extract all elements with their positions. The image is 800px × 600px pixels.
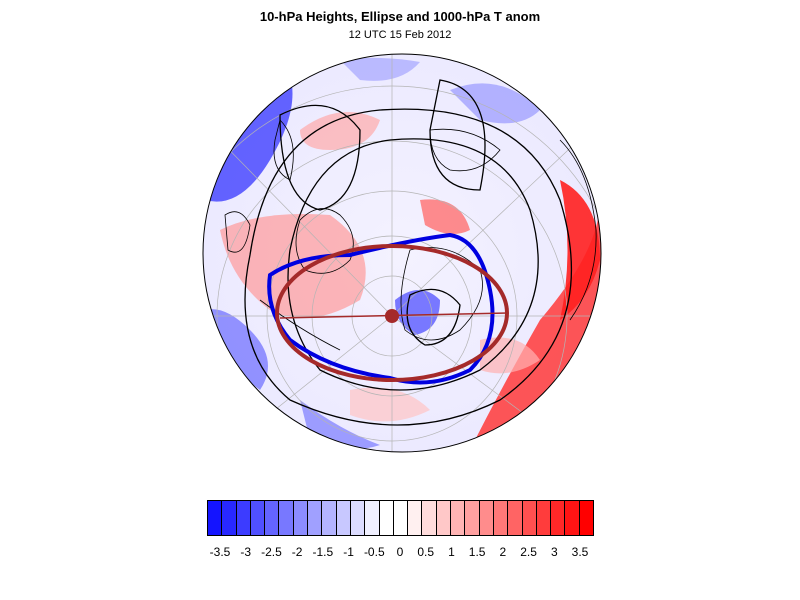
color-bar-tick-label: -2 [291,545,303,559]
map-subtitle: 12 UTC 15 Feb 2012 [348,29,452,41]
temperature-anomaly-field [203,54,601,452]
warm-anomaly-patch [560,180,600,320]
cold-anomaly-patch [395,290,440,335]
color-bar-tick-label: 1 [448,545,455,559]
warm-anomaly-patch [480,337,540,374]
color-bar-swatch [551,501,566,535]
color-bar-swatch [250,501,266,535]
color-bar-tick-label: -3.5 [209,545,231,559]
color-bar [207,500,594,536]
ellipse-center-marker [385,309,399,323]
color-bar-swatch [350,501,366,535]
color-bar-tick-label: -1.5 [312,545,334,559]
color-bar-tick-label: -3 [240,545,252,559]
color-bar-swatch [308,501,323,535]
warm-anomaly-patch [220,214,366,318]
color-bar-swatch [465,501,480,535]
cold-anomaly-patch [340,57,420,81]
warm-anomaly-patch [470,200,601,450]
color-bar-tick-label: 0 [396,545,404,559]
color-bar-swatch [365,501,380,535]
height-contours [203,79,601,452]
color-bar-swatch [451,501,466,535]
color-bar-tick-label: 2 [499,545,507,559]
color-bar-swatch [336,501,351,535]
color-bar-tick-label: 0.5 [417,545,435,559]
color-bar-tick-label: 3 [550,545,558,559]
warm-anomaly-patch [420,199,470,234]
color-bar-tick-label: 1.5 [468,545,486,559]
cold-anomaly-patch [205,75,293,202]
color-bar-swatch [508,501,523,535]
warm-anomaly-patch [350,387,430,422]
color-bar-swatch [379,501,394,535]
color-bar-swatch [522,501,537,535]
color-bar-swatch [408,501,423,535]
color-bar-swatch [422,501,437,535]
color-bar-swatch [536,501,552,535]
color-bar-tick-label: 2.5 [520,545,537,559]
map-title: 10-hPa Heights, Ellipse and 1000-hPa T a… [259,9,541,24]
color-bar-tick-label: -1 [343,545,354,559]
cold-anomaly-patch [205,309,268,390]
color-bar-swatch [565,501,580,535]
color-bar-swatch [479,501,494,535]
color-bar-swatch [265,501,280,535]
color-bar-tick-label: -2.5 [261,545,282,559]
color-bar-tick-label: -0.5 [363,545,385,559]
vortex-edge-contour [267,232,495,385]
coastlines [224,119,597,351]
color-bar-labels: -3.5 -3 -2.5 -2 -1.5 -1 -0.5 0 0.5 1 1.5 2 2.5 3 3.5 [0,545,800,563]
color-bar-swatch [579,501,594,535]
color-bar-swatch [322,501,337,535]
map-boundary [202,53,602,453]
cold-anomaly-patch [450,83,540,124]
color-bar-swatch [393,501,409,535]
color-bar-tick-label: 3.5 [571,545,589,559]
color-bar-swatch [493,501,509,535]
color-bar-swatch [279,501,294,535]
color-bar-swatch [208,501,223,535]
color-bar-swatch [222,501,237,535]
color-bar-swatch [293,501,309,535]
color-bar-swatch [236,501,251,535]
color-bar-swatch [436,501,452,535]
